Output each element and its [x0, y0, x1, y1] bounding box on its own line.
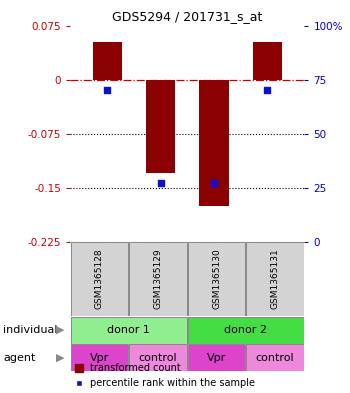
- Text: control: control: [256, 353, 294, 363]
- Bar: [253, 42, 282, 79]
- FancyBboxPatch shape: [246, 242, 304, 316]
- Text: GSM1365131: GSM1365131: [271, 249, 280, 309]
- Point: [211, 180, 217, 186]
- FancyBboxPatch shape: [246, 344, 304, 371]
- FancyBboxPatch shape: [188, 242, 245, 316]
- Text: donor 2: donor 2: [224, 325, 267, 335]
- FancyBboxPatch shape: [188, 344, 245, 371]
- Text: agent: agent: [4, 353, 36, 363]
- Text: Vpr: Vpr: [90, 353, 109, 363]
- Point: [158, 180, 163, 186]
- Text: ▶: ▶: [56, 353, 64, 363]
- Bar: [93, 42, 122, 79]
- FancyBboxPatch shape: [129, 344, 187, 371]
- FancyBboxPatch shape: [71, 344, 128, 371]
- Text: Vpr: Vpr: [207, 353, 226, 363]
- Text: ▶: ▶: [56, 325, 64, 335]
- Bar: [199, 79, 229, 206]
- Text: control: control: [139, 353, 177, 363]
- Title: GDS5294 / 201731_s_at: GDS5294 / 201731_s_at: [112, 10, 262, 23]
- Text: GSM1365128: GSM1365128: [95, 249, 104, 309]
- FancyBboxPatch shape: [71, 242, 128, 316]
- FancyBboxPatch shape: [71, 317, 187, 343]
- Text: donor 1: donor 1: [107, 325, 150, 335]
- Point: [264, 87, 270, 94]
- FancyBboxPatch shape: [188, 317, 304, 343]
- FancyBboxPatch shape: [129, 242, 187, 316]
- Text: individual: individual: [4, 325, 58, 335]
- Legend: transformed count, percentile rank within the sample: transformed count, percentile rank withi…: [75, 363, 256, 388]
- Text: GSM1365129: GSM1365129: [153, 249, 162, 309]
- Point: [105, 87, 110, 94]
- Bar: [146, 79, 175, 173]
- Text: GSM1365130: GSM1365130: [212, 249, 221, 309]
